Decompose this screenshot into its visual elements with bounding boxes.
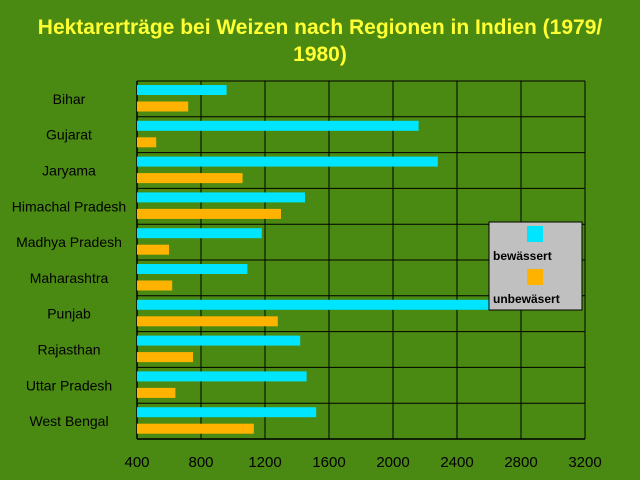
x-tick-label: 2400 xyxy=(440,454,473,471)
x-tick-label: 1200 xyxy=(248,454,281,471)
x-tick-label: 3200 xyxy=(568,454,601,471)
category-label: Maharashtra xyxy=(30,270,109,286)
bar-non-irrigated xyxy=(137,423,254,434)
bar-non-irrigated xyxy=(137,208,281,219)
x-tick-label: 2000 xyxy=(376,454,409,471)
category-label: Gujarat xyxy=(46,127,92,143)
category-label: Uttar Pradesh xyxy=(26,377,112,393)
legend-swatch xyxy=(527,226,543,242)
category-label: Rajasthan xyxy=(37,342,100,358)
bar-irrigated xyxy=(137,371,307,382)
bar-non-irrigated xyxy=(137,316,278,327)
bar-irrigated xyxy=(137,335,301,346)
bar-non-irrigated xyxy=(137,173,243,184)
bar-irrigated xyxy=(137,85,227,95)
x-tick-label: 800 xyxy=(188,454,213,471)
bar-non-irrigated xyxy=(137,101,189,112)
bar-irrigated xyxy=(137,264,248,274)
chart-title-line-1: Hektarerträge bei Weizen nach Regionen i… xyxy=(37,16,603,39)
x-tick-label: 2800 xyxy=(504,454,537,471)
bar-irrigated xyxy=(137,407,317,418)
bar-irrigated xyxy=(137,228,262,239)
bar-non-irrigated xyxy=(137,137,157,148)
category-label: West Bengal xyxy=(29,413,108,429)
bar-irrigated xyxy=(137,156,438,167)
bar-non-irrigated xyxy=(137,280,173,291)
category-label: Jaryama xyxy=(42,163,96,179)
bar-non-irrigated xyxy=(137,387,176,398)
chart-title-line-2: 1980) xyxy=(293,43,347,66)
legend-label: bewässert xyxy=(493,249,552,263)
bar-irrigated xyxy=(137,192,305,203)
bar-non-irrigated xyxy=(137,244,169,255)
category-label: Bihar xyxy=(53,91,86,107)
category-label: Madhya Pradesh xyxy=(16,234,122,250)
x-tick-label: 1600 xyxy=(312,454,345,471)
x-tick-label: 400 xyxy=(124,454,149,471)
category-label: Punjab xyxy=(47,306,91,322)
legend-label: unbewäsert xyxy=(493,292,560,306)
chart-title: Hektarerträge bei Weizen nach Regionen i… xyxy=(0,14,640,68)
bar-irrigated xyxy=(137,299,499,310)
bar-non-irrigated xyxy=(137,352,193,363)
bar-irrigated xyxy=(137,120,419,131)
category-label: Himachal Pradesh xyxy=(12,198,126,214)
legend-swatch xyxy=(527,269,543,285)
